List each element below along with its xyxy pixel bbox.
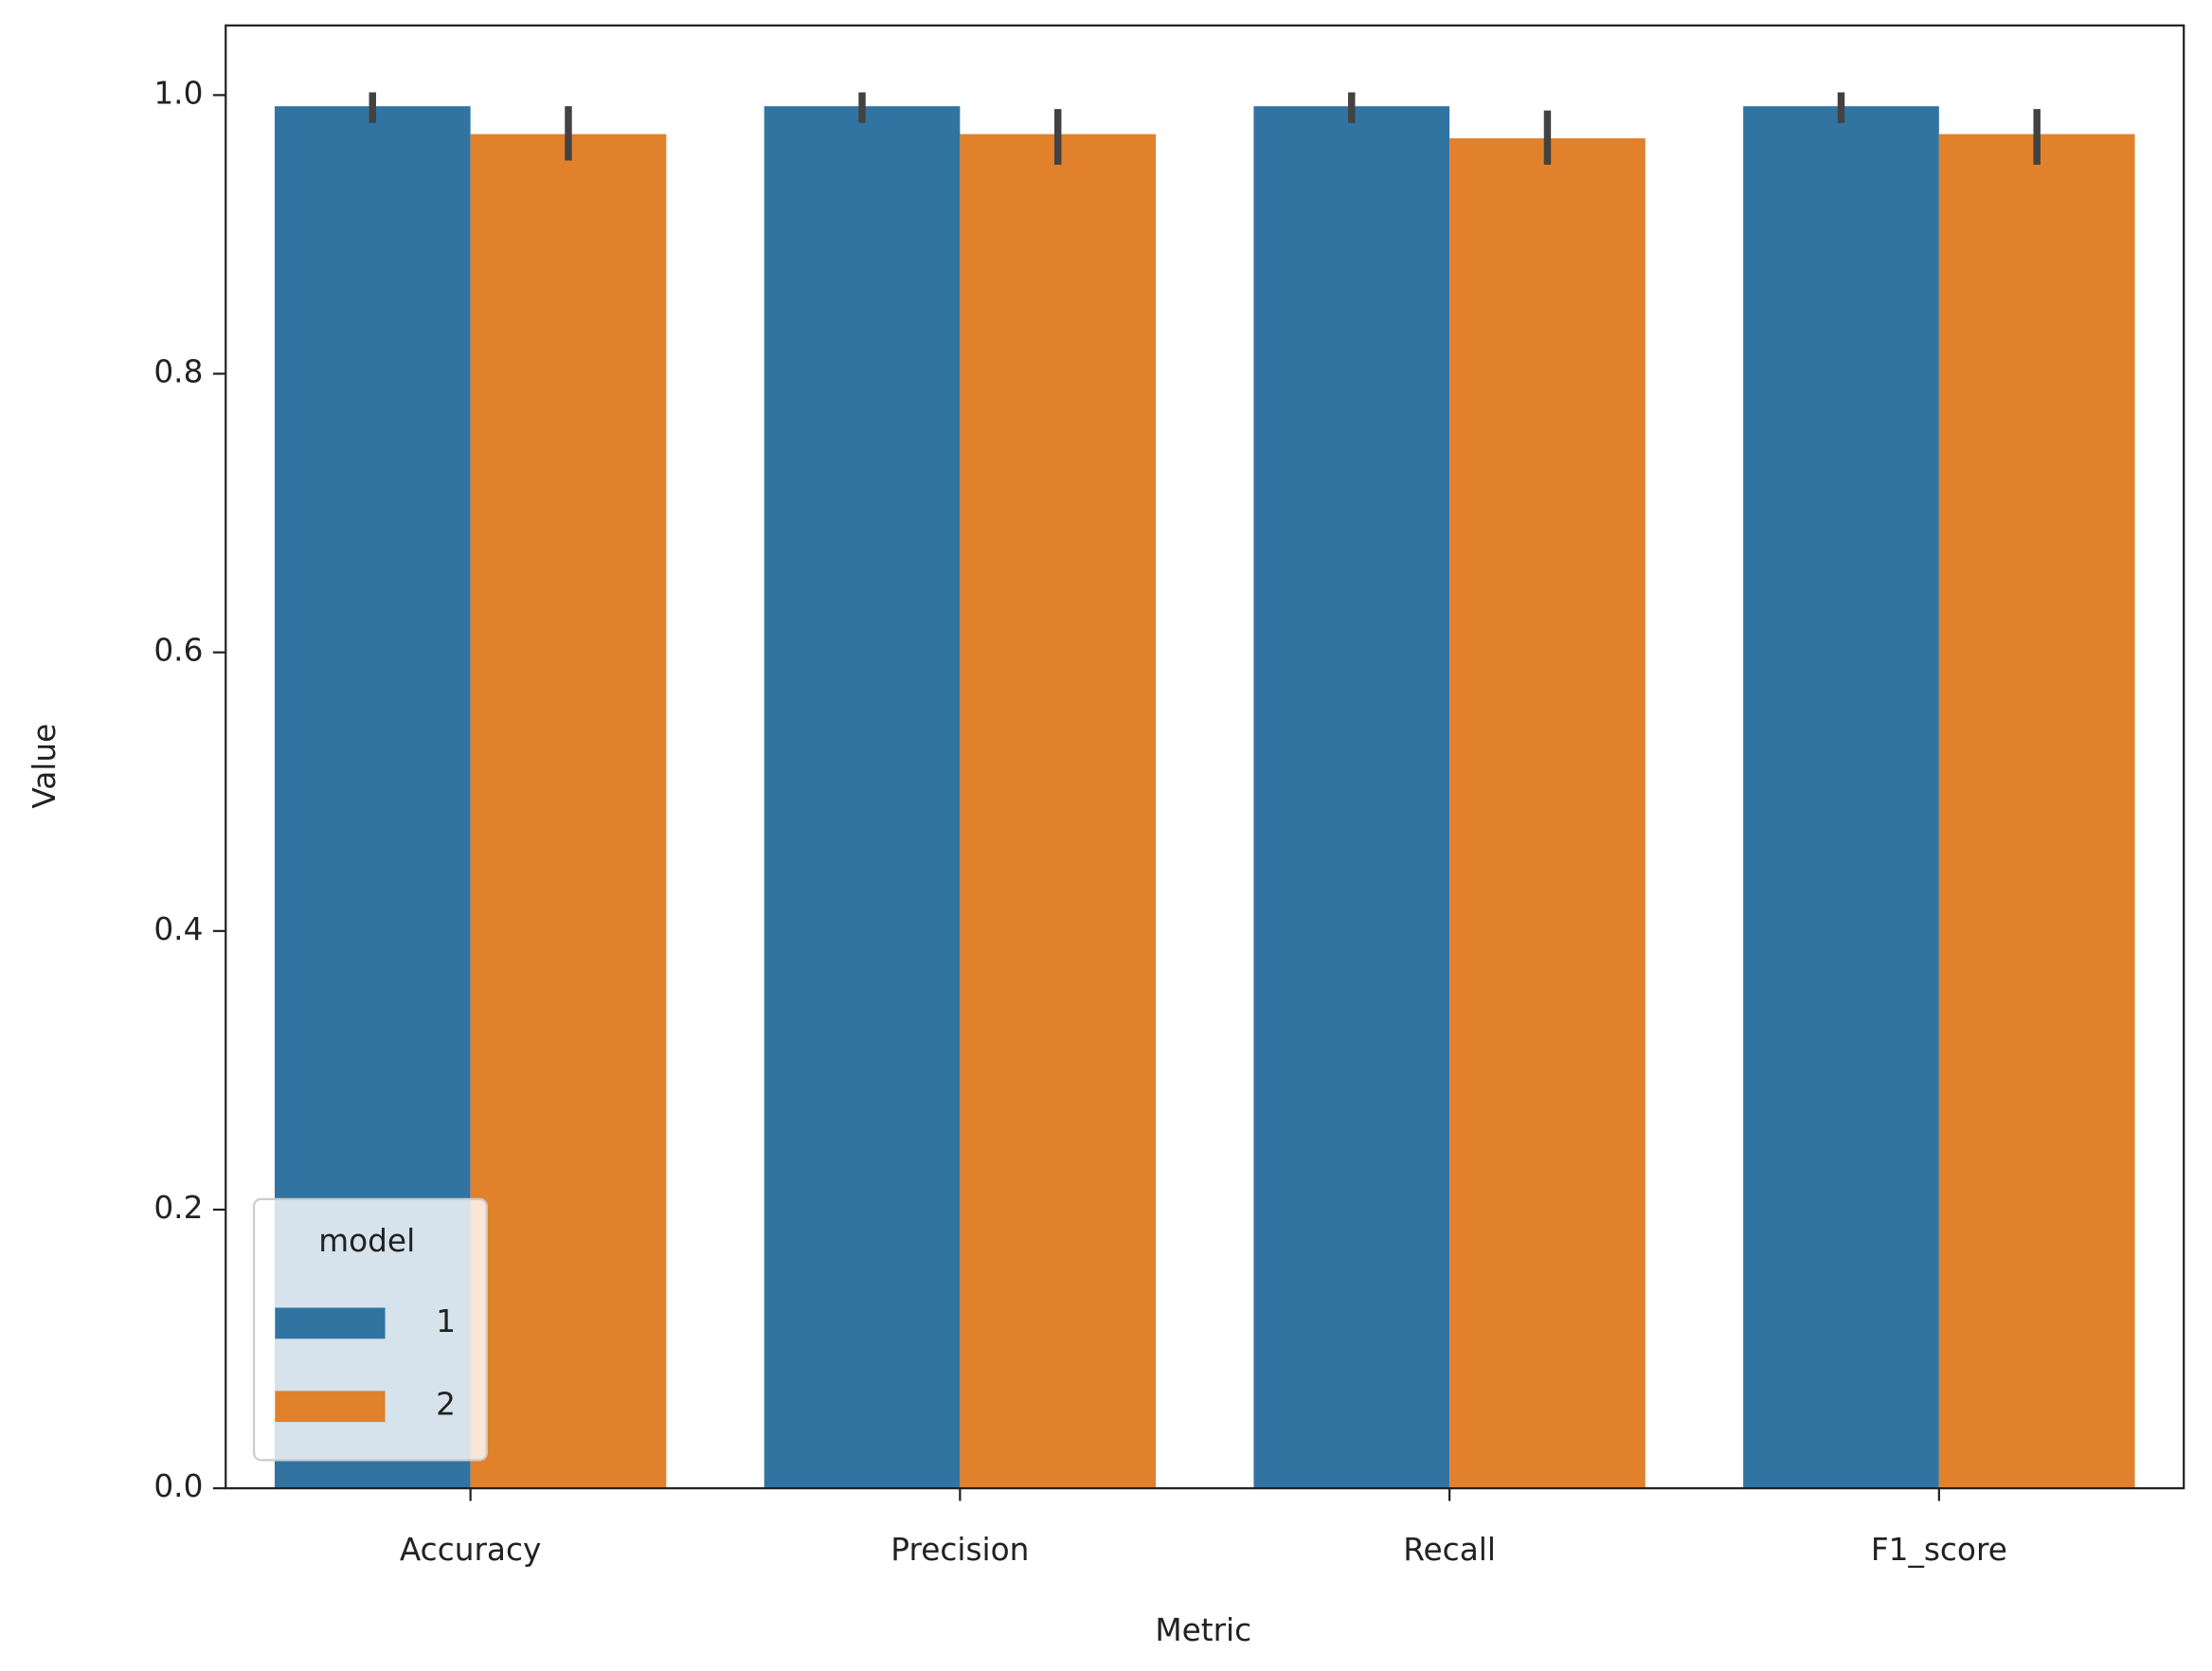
y-tick-label: 0.6	[153, 633, 203, 669]
y-tick-label: 0.0	[153, 1468, 203, 1504]
bar	[470, 134, 667, 1489]
y-tick-label: 0.8	[153, 354, 203, 390]
bar	[1449, 137, 1646, 1489]
y-tick-label: 1.0	[153, 75, 203, 111]
bar	[764, 106, 961, 1489]
y-tick-label: 0.4	[153, 911, 203, 947]
x-tick-label: Recall	[1403, 1532, 1496, 1568]
legend-label: 1	[436, 1303, 456, 1339]
x-axis-label: Metric	[1155, 1612, 1251, 1648]
x-tick-label: F1_score	[1871, 1532, 2007, 1568]
bar	[1938, 134, 2135, 1489]
legend-title: model	[318, 1223, 415, 1259]
bar	[1253, 106, 1450, 1489]
x-tick-label: Accuracy	[400, 1532, 542, 1568]
y-tick-label: 0.2	[153, 1190, 203, 1226]
legend-label: 2	[436, 1387, 456, 1423]
legend-swatch	[275, 1391, 386, 1423]
bar	[1743, 106, 1939, 1489]
legend-swatch	[275, 1307, 386, 1339]
bar	[960, 134, 1157, 1489]
y-axis-label: Value	[27, 724, 63, 809]
x-tick-label: Precision	[890, 1532, 1029, 1568]
axes-frame	[225, 24, 2185, 1490]
